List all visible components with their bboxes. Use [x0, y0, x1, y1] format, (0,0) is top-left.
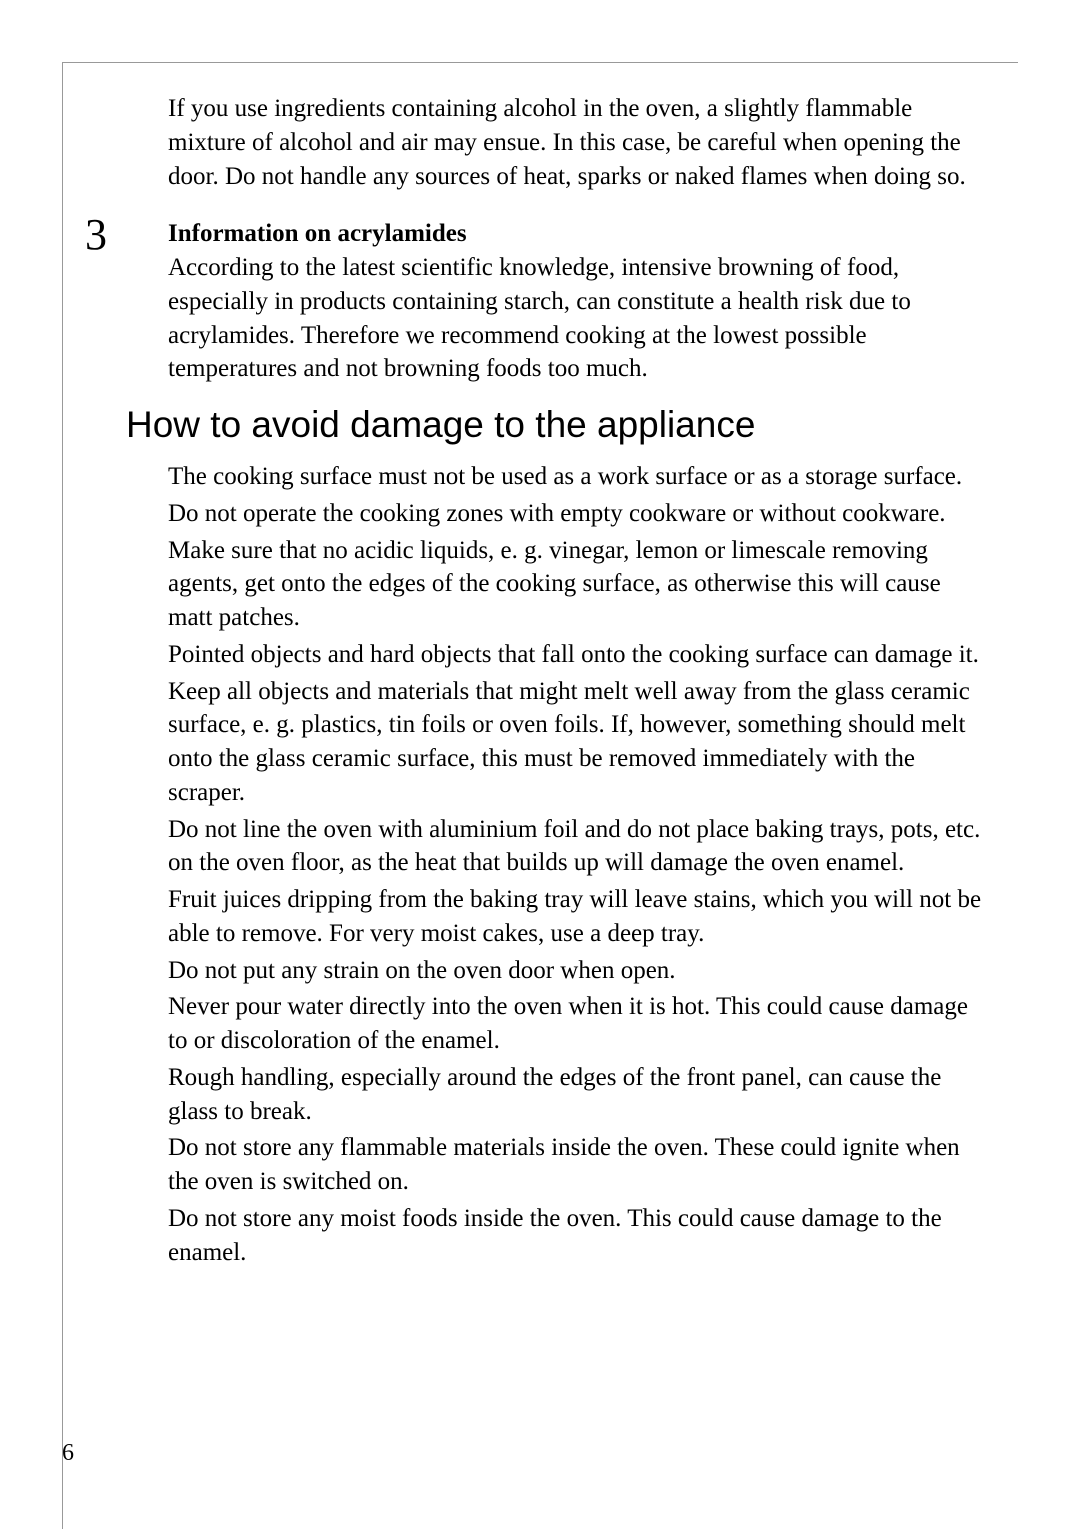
list-item: The cooking surface must not be used as … — [168, 460, 990, 494]
acrylamides-section: 3 Information on acrylamides According t… — [168, 217, 990, 386]
list-item: Make sure that no acidic liquids, e. g. … — [168, 534, 990, 635]
page-content: If you use ingredients containing alcoho… — [168, 92, 990, 1272]
list-item: Never pour water directly into the oven … — [168, 990, 990, 1058]
intro-paragraph: If you use ingredients containing alcoho… — [168, 92, 990, 193]
list-item: Do not store any flammable materials ins… — [168, 1131, 990, 1199]
list-item: Rough handling, especially around the ed… — [168, 1061, 990, 1129]
list-item: Do not put any strain on the oven door w… — [168, 954, 990, 988]
acrylamides-heading: Information on acrylamides — [168, 220, 467, 247]
acrylamides-body: According to the latest scientific knowl… — [168, 254, 911, 382]
acrylamides-block: Information on acrylamides According to … — [168, 217, 990, 386]
damage-list: The cooking surface must not be used as … — [168, 460, 990, 1269]
page-left-border — [62, 62, 63, 1529]
damage-title: How to avoid damage to the appliance — [126, 404, 990, 446]
page-top-border — [62, 62, 1018, 63]
list-item: Fruit juices dripping from the baking tr… — [168, 883, 990, 951]
list-item: Keep all objects and materials that migh… — [168, 675, 990, 810]
section-number: 3 — [85, 209, 107, 260]
list-item: Do not store any moist foods inside the … — [168, 1202, 990, 1270]
list-item: Do not operate the cooking zones with em… — [168, 497, 990, 531]
list-item: Do not line the oven with aluminium foil… — [168, 813, 990, 881]
page-number: 6 — [62, 1440, 74, 1467]
list-item: Pointed objects and hard objects that fa… — [168, 638, 990, 672]
